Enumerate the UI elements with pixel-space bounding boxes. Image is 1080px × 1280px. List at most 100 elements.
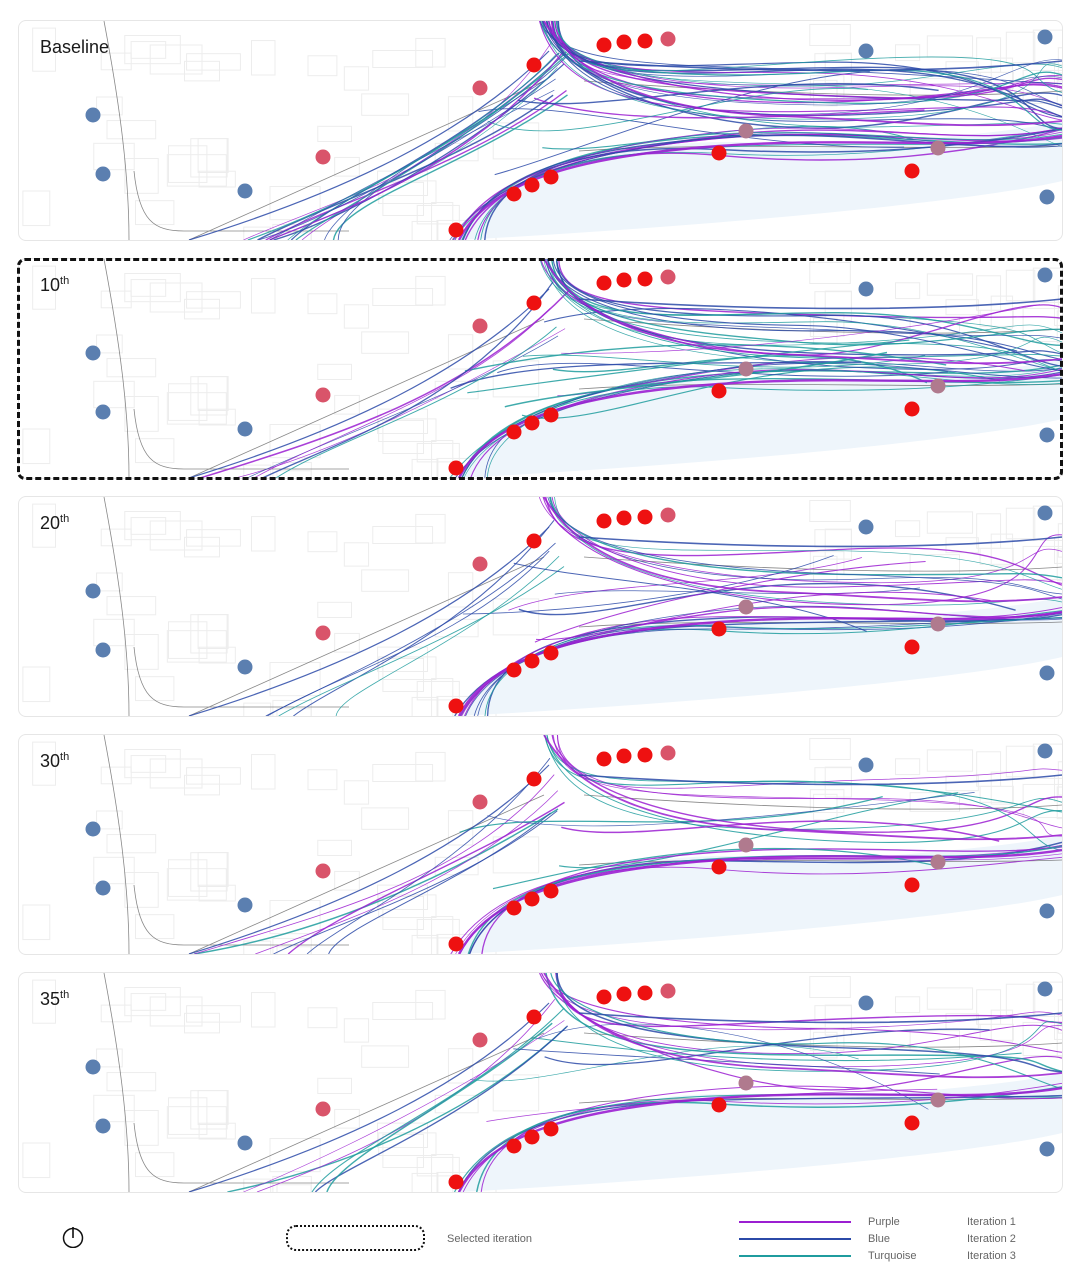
panel-label-text: Baseline — [40, 37, 110, 57]
red-marker — [506, 900, 522, 916]
red-marker — [616, 34, 632, 50]
mauve-marker — [930, 616, 946, 632]
panel-label-suffix: th — [60, 513, 70, 525]
blue-line-swatch — [739, 1238, 851, 1240]
red-marker — [543, 169, 559, 185]
pink-marker — [472, 318, 488, 334]
red-marker — [637, 509, 653, 525]
pink-marker — [315, 149, 331, 165]
legend-iteration-2: Iteration 2 — [967, 1233, 1016, 1245]
blue-marker — [95, 880, 111, 896]
blue-marker — [237, 659, 253, 675]
panel-label: 10th — [40, 275, 69, 296]
trajectory-map — [22, 21, 1062, 240]
water-area — [459, 121, 1062, 240]
red-marker — [596, 275, 612, 291]
blue-marker — [95, 642, 111, 658]
blue-marker — [858, 281, 874, 297]
red-marker — [596, 513, 612, 529]
blue-marker — [237, 1135, 253, 1151]
panel-label: 20th — [40, 513, 69, 534]
panel-label: Baseline — [40, 37, 109, 58]
red-marker — [904, 1115, 920, 1131]
red-marker — [711, 859, 727, 875]
legend-color-turquoise: Turquoise — [868, 1250, 917, 1262]
pink-marker — [315, 1101, 331, 1117]
purple-line-swatch — [739, 1221, 851, 1223]
markers — [85, 267, 1055, 476]
pink-marker — [315, 625, 331, 641]
red-marker — [543, 883, 559, 899]
legend-color-blue: Blue — [868, 1233, 891, 1245]
red-marker — [637, 747, 653, 763]
blue-marker — [1037, 505, 1053, 521]
water-area — [459, 835, 1062, 954]
red-marker — [524, 177, 540, 193]
blue-marker — [237, 897, 253, 913]
blue-marker — [85, 1059, 101, 1075]
water-area — [459, 1073, 1062, 1192]
pink-marker — [472, 1032, 488, 1048]
red-marker — [448, 460, 464, 476]
red-marker — [637, 271, 653, 287]
mauve-marker — [930, 378, 946, 394]
pink-marker — [315, 863, 331, 879]
red-marker — [904, 877, 920, 893]
mauve-marker — [738, 361, 754, 377]
legend: Selected iteration Purple Iteration 1 Bl… — [0, 1200, 1080, 1280]
mauve-marker — [930, 140, 946, 156]
building-footprints — [22, 262, 1062, 478]
red-marker — [448, 1174, 464, 1190]
red-marker — [543, 1121, 559, 1137]
red-marker — [506, 662, 522, 678]
blue-marker — [1039, 665, 1055, 681]
blue-marker — [1037, 267, 1053, 283]
blue-marker — [85, 821, 101, 837]
pink-marker — [660, 507, 676, 523]
panel-label: 35th — [40, 989, 69, 1010]
panel-35: 35th — [18, 972, 1063, 1193]
selected-iteration-swatch — [286, 1225, 425, 1251]
red-marker — [596, 751, 612, 767]
blue-marker — [85, 345, 101, 361]
red-marker — [526, 57, 542, 73]
red-marker — [616, 986, 632, 1002]
red-marker — [711, 145, 727, 161]
red-marker — [637, 985, 653, 1001]
red-marker — [711, 383, 727, 399]
mauve-marker — [930, 854, 946, 870]
red-marker — [904, 163, 920, 179]
blue-marker — [237, 421, 253, 437]
blue-marker — [858, 43, 874, 59]
pink-marker — [660, 31, 676, 47]
mauve-marker — [930, 1092, 946, 1108]
blue-marker — [95, 1118, 111, 1134]
red-marker — [524, 1129, 540, 1145]
blue-marker — [1039, 189, 1055, 205]
turquoise-line-swatch — [739, 1255, 851, 1257]
pink-marker — [660, 269, 676, 285]
legend-color-purple: Purple — [868, 1216, 900, 1228]
blue-marker — [85, 107, 101, 123]
red-marker — [506, 424, 522, 440]
markers — [85, 505, 1055, 714]
pink-marker — [472, 80, 488, 96]
compass-icon — [62, 1227, 84, 1248]
panel-baseline: Baseline — [18, 20, 1063, 241]
trajectory-map — [22, 735, 1062, 954]
panel-label-text: 10 — [40, 275, 61, 295]
mauve-marker — [738, 1075, 754, 1091]
pink-marker — [660, 745, 676, 761]
panel-10: 10th — [18, 258, 1063, 479]
mauve-marker — [738, 599, 754, 615]
red-marker — [543, 645, 559, 661]
blue-marker — [237, 183, 253, 199]
red-marker — [448, 698, 464, 714]
panel-label-suffix: th — [60, 751, 70, 763]
markers — [85, 981, 1055, 1190]
pink-marker — [472, 794, 488, 810]
blue-marker — [85, 583, 101, 599]
blue-marker — [1037, 981, 1053, 997]
red-marker — [711, 621, 727, 637]
red-marker — [526, 295, 542, 311]
